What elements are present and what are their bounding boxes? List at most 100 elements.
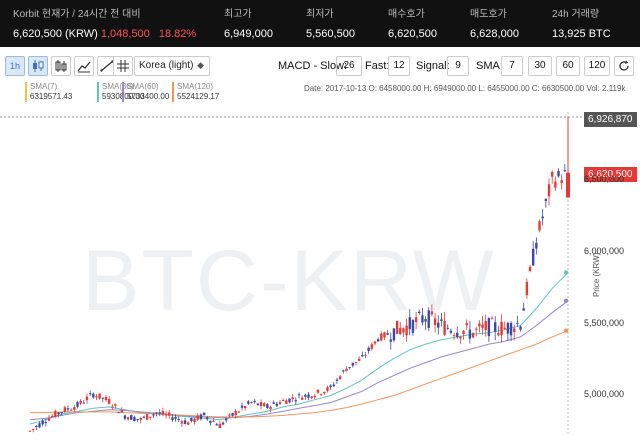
candle-body [421, 315, 424, 323]
candle-body [345, 368, 348, 372]
theme-select[interactable]: Korea (light) ◆ [134, 56, 210, 76]
candle-body [98, 393, 101, 399]
candle-body [319, 394, 323, 396]
candle-body [212, 421, 215, 423]
fast-input[interactable]: 12 [388, 56, 410, 76]
candle-body [168, 412, 171, 416]
theme-select-value: Korea (light) [139, 60, 194, 71]
ohlc-button[interactable] [51, 56, 71, 76]
candle-body [392, 328, 396, 341]
candle-body [253, 401, 256, 403]
candle-body [104, 397, 108, 401]
candle-body [544, 199, 548, 201]
refresh-button[interactable] [614, 56, 634, 76]
signal-input[interactable]: 9 [447, 56, 469, 76]
candle-body [310, 396, 313, 399]
candle-body [547, 184, 551, 197]
refresh-icon [619, 60, 629, 71]
candle-body [196, 415, 199, 420]
drawing-button[interactable] [97, 56, 117, 76]
candle-body [300, 397, 304, 400]
candle-body [475, 328, 478, 330]
sma-label: SMA: [476, 60, 503, 72]
price-change: 1,048,500 [100, 28, 150, 40]
candle-body [484, 321, 487, 331]
candle-body [509, 322, 513, 336]
candle-body [487, 318, 491, 337]
y-tick-label: 6,500,000 [584, 174, 625, 184]
stat-label: 매도호가 [470, 9, 507, 20]
candle-body [139, 418, 142, 421]
candle-body [126, 417, 130, 420]
interval-button[interactable]: 1h [5, 56, 25, 76]
y-tick-label: 5,500,000 [584, 318, 625, 328]
candle-body [120, 410, 123, 413]
candle-body [250, 402, 253, 404]
candle-body [427, 310, 430, 328]
ohlc-bars-icon [55, 60, 67, 72]
last-price-tag: 6,620,500 [584, 167, 637, 183]
sma-line [29, 272, 569, 425]
macd-slow-input[interactable]: 26 [336, 56, 362, 76]
candle-body [28, 430, 32, 432]
sma-input-4[interactable]: 120 [584, 56, 610, 76]
stat-value: 6,949,000 [224, 28, 273, 40]
y-tick-label: 5,000,000 [584, 389, 625, 399]
candle-body [535, 242, 538, 249]
stat-label: 매수호가 [388, 9, 425, 20]
candle-body [66, 408, 70, 410]
candle-body [85, 396, 89, 401]
y-tick-label: 6,000,000 [584, 246, 625, 256]
high-price-tag: 6,926,870 [584, 112, 637, 127]
candle-body [313, 395, 317, 398]
sma-input-1[interactable]: 7 [501, 56, 523, 76]
candle-body [244, 405, 247, 409]
candle-body [364, 355, 367, 357]
sma-input-2[interactable]: 30 [528, 56, 552, 76]
candle-body [351, 362, 354, 366]
candle-body [73, 407, 76, 410]
current-price-block: Korbit 현재가 / 24시간 전 대비 6,620,500 (KRW) 1… [13, 9, 196, 41]
candlestick-button[interactable] [28, 56, 48, 76]
sma-input-3[interactable]: 60 [556, 56, 580, 76]
grid-icon [117, 60, 129, 72]
candle-body [399, 327, 402, 335]
current-price: 6,620,500 (KRW) [13, 28, 98, 40]
candle-body [183, 420, 187, 424]
candle-body [41, 420, 44, 425]
candle-body [357, 358, 361, 361]
candle-body [531, 248, 535, 266]
candle-body [234, 410, 237, 416]
candle-body [76, 402, 79, 407]
candle-body [528, 266, 532, 271]
candle-body [342, 370, 345, 372]
candle-body [177, 419, 180, 421]
market-header: Korbit 현재가 / 24시간 전 대비 6,620,500 (KRW) 1… [0, 0, 640, 47]
stat-bid: 매수호가 6,620,500 [388, 9, 437, 41]
candle-body [522, 308, 525, 311]
candle-body [259, 402, 263, 407]
stat-label: 최고가 [224, 9, 252, 20]
price-chart[interactable]: BTC-KRW 6,926,870 6,620,500 6,500,000 6,… [0, 112, 640, 436]
candle-body [262, 403, 266, 407]
candle-body [516, 322, 519, 324]
candle-body [171, 417, 174, 420]
candle-body [209, 420, 212, 423]
candle-body [468, 329, 472, 339]
candle-body [563, 170, 567, 172]
candle-body [50, 415, 54, 417]
stat-value: 6,620,500 [388, 28, 437, 40]
candle-body [386, 333, 389, 335]
stat-label: 24h 거래량 [552, 9, 600, 20]
grid-button[interactable] [113, 56, 133, 76]
candle-body [278, 402, 282, 405]
candle-body [199, 414, 203, 420]
candle-body [272, 402, 275, 404]
line-chart-button[interactable] [74, 56, 94, 76]
signal-label: Signal: [416, 60, 450, 72]
legend-sma7: SMA(7) 6319571.43 [25, 82, 72, 102]
candle-body [123, 415, 127, 419]
candle-body [383, 332, 386, 338]
candle-body [550, 171, 554, 177]
candle-body [57, 412, 60, 415]
